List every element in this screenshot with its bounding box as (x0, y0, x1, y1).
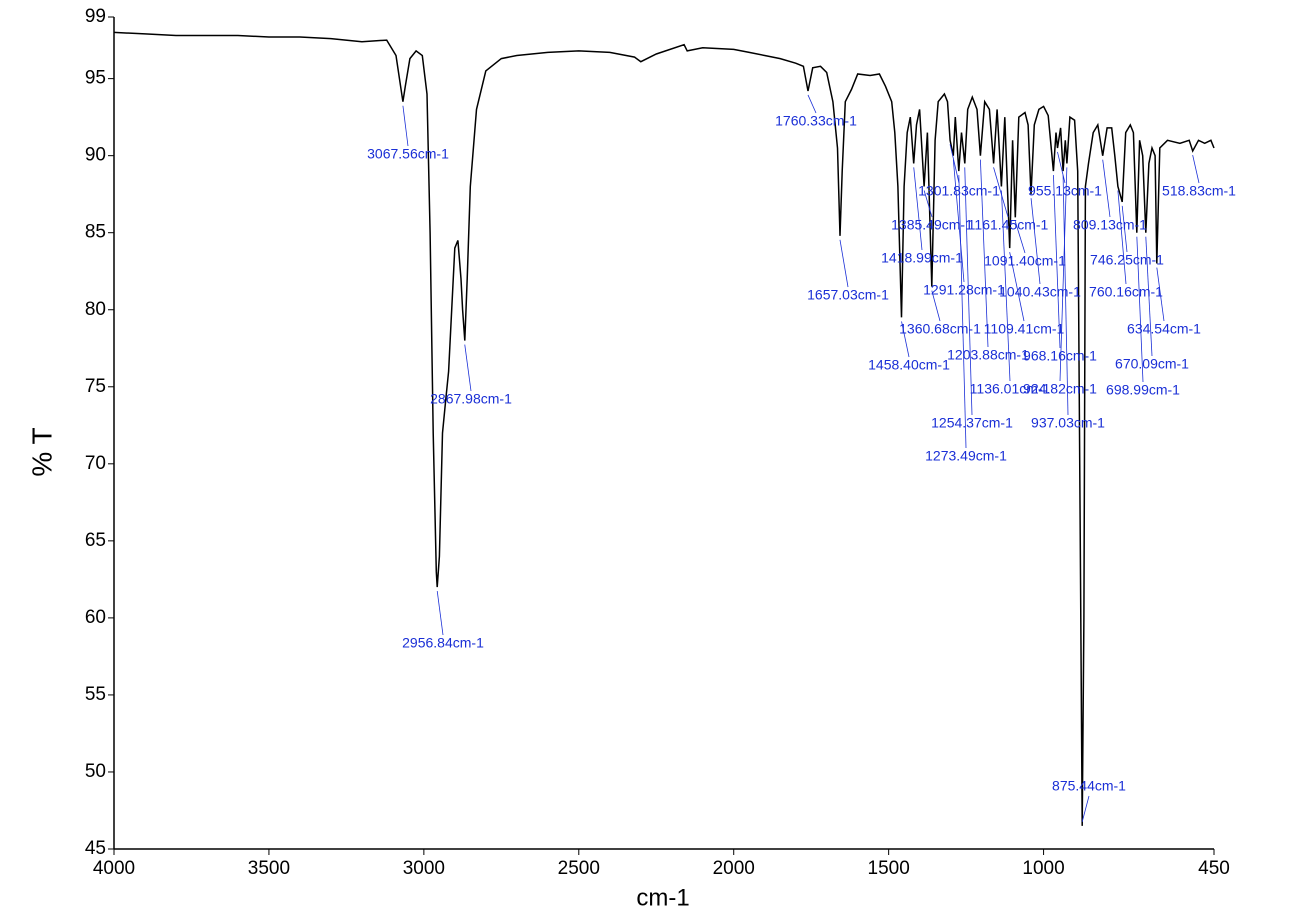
annotation-label: 746.25cm-1 (1090, 252, 1164, 268)
annotation-leader (1057, 151, 1066, 184)
annotation-label: 1760.33cm-1 (775, 113, 857, 129)
x-tick-label: 1500 (868, 858, 910, 879)
annotation-leader (1062, 175, 1069, 416)
annotation-leader (993, 167, 1009, 218)
y-tick-label: 45 (85, 838, 106, 859)
annotation-leader (949, 144, 960, 184)
x-tick-label: 2000 (713, 858, 755, 879)
annotation-leader (464, 344, 472, 392)
y-tick-label: 75 (85, 376, 106, 397)
annotation-label: 760.16cm-1 (1089, 284, 1163, 300)
annotation-leader (1014, 221, 1026, 254)
annotation-label: 1657.03cm-1 (807, 287, 889, 303)
annotation-leader (1001, 190, 1011, 382)
x-tick-label: 1000 (1022, 858, 1064, 879)
spectrum-line (113, 31, 1215, 826)
annotation-label: 1385.49cm-1 (891, 217, 973, 233)
y-tick-label: 65 (85, 530, 106, 551)
annotation-leader (402, 105, 409, 147)
annotation-leader (1081, 795, 1090, 822)
annotation-leader (839, 239, 849, 288)
y-tick-label: 50 (85, 761, 106, 782)
annotation-leader (958, 175, 967, 449)
annotation-label: 518.83cm-1 (1162, 183, 1236, 199)
annotation-label: 1161.45cm-1 (968, 217, 1049, 233)
annotation-label: 1254.37cm-1 (931, 415, 1013, 431)
annotation-leader (1053, 175, 1061, 349)
annotation-leader (1145, 236, 1153, 357)
annotation-label: 698.99cm-1 (1106, 382, 1180, 398)
annotation-label: 1418.99cm-1 (881, 250, 963, 266)
annotation-leader (1030, 198, 1041, 285)
annotation-leader (1121, 205, 1128, 253)
annotation-leader (1117, 190, 1127, 285)
annotation-leader (901, 321, 910, 358)
annotation-label: 1273.49cm-1 (925, 448, 1007, 464)
y-tick-label: 99 (85, 6, 106, 27)
y-tick-label: 85 (85, 222, 106, 243)
annotation-label: 3067.56cm-1 (367, 146, 449, 162)
y-tick-label: 55 (85, 684, 106, 705)
annotation-label: 1040.43cm-1 (999, 284, 1081, 300)
annotation-label: 1291.28cm-1 (923, 282, 1005, 298)
annotation-label: 1109.41cm-1 (984, 321, 1065, 337)
x-tick-label: 3000 (403, 858, 445, 879)
annotation-label: 1360.68cm-1 (899, 321, 981, 337)
annotation-label: 875.44cm-1 (1052, 778, 1126, 794)
y-tick-label: 95 (85, 68, 106, 89)
annotation-leader (1059, 167, 1068, 382)
x-tick-label: 3500 (248, 858, 290, 879)
annotation-leader (1136, 236, 1144, 383)
annotation-leader (436, 591, 444, 636)
annotation-label: 1203.88cm-1 (947, 347, 1029, 363)
annotation-leader (923, 190, 933, 218)
annotation-leader (1192, 154, 1200, 184)
annotation-leader (931, 290, 941, 322)
x-tick-label: 4000 (93, 858, 135, 879)
annotation-leader (807, 94, 817, 114)
y-tick-label: 60 (85, 607, 106, 628)
annotation-label: 2867.98cm-1 (430, 391, 512, 407)
y-tick-label: 90 (85, 145, 106, 166)
annotation-label: 2956.84cm-1 (402, 635, 484, 651)
annotation-leader (952, 159, 965, 283)
x-axis-label: cm-1 (636, 884, 689, 910)
annotation-leader (1102, 159, 1111, 218)
annotation-label: 670.09cm-1 (1115, 356, 1189, 372)
annotation-leader (913, 167, 923, 251)
y-axis-label: % T (26, 427, 57, 476)
y-tick-label: 70 (85, 453, 106, 474)
annotation-label: 634.54cm-1 (1127, 321, 1201, 337)
annotation-leader (964, 167, 973, 416)
annotation-label: 1136.01cm-1 (970, 381, 1051, 397)
annotation-label: 924.82cm-1 (1023, 381, 1097, 397)
annotation-label: 937.03cm-1 (1031, 415, 1105, 431)
annotation-label: 955.13cm-1 (1028, 183, 1102, 199)
annotation-label: 1458.40cm-1 (868, 357, 950, 373)
annotation-leader (1009, 252, 1025, 322)
x-tick-label: 450 (1198, 858, 1230, 879)
x-tick-label: 2500 (558, 858, 600, 879)
annotation-label: 968.16cm-1 (1023, 348, 1097, 364)
y-tick-label: 80 (85, 299, 106, 320)
annotation-label: 809.13cm-1 (1073, 217, 1147, 233)
annotation-leader (1156, 267, 1165, 322)
annotation-leader (980, 159, 989, 348)
annotation-label: 1091.40cm-1 (984, 253, 1066, 269)
